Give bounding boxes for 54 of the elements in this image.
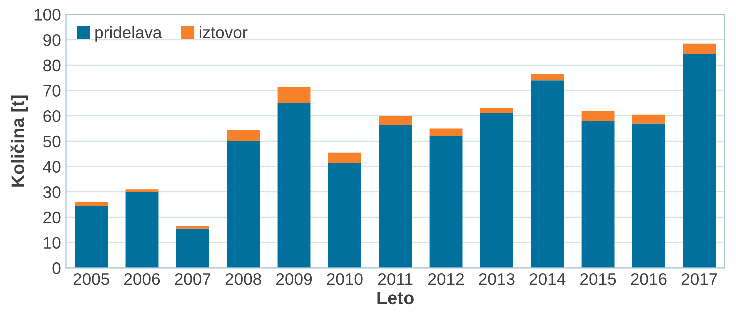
- x-tick-label: 2012: [428, 273, 464, 286]
- y-tick-label: 70: [44, 85, 61, 97]
- bar: [278, 103, 311, 268]
- bar: [328, 152, 362, 163]
- x-tick-label: 2014: [530, 273, 566, 286]
- bar: [632, 124, 666, 268]
- y-tick-label: 90: [44, 34, 61, 46]
- bar: [126, 190, 159, 192]
- x-tick-label: 2008: [226, 273, 262, 286]
- bar: [683, 44, 716, 54]
- bar: [75, 202, 108, 206]
- x-tick-label: 2007: [175, 273, 211, 286]
- y-tick-label: 40: [43, 161, 61, 173]
- x-tick-label: 2016: [631, 273, 667, 286]
- x-tick-label: 2011: [378, 273, 413, 286]
- bar: [379, 124, 412, 268]
- bar: [379, 116, 412, 125]
- bar: [227, 141, 260, 268]
- x-tick-label: 2006: [124, 273, 160, 286]
- bar: [582, 121, 615, 268]
- bar: [632, 114, 666, 124]
- legend-label: iztovor: [200, 26, 248, 39]
- bar: [176, 226, 210, 229]
- bar: [278, 86, 311, 104]
- bar: [430, 128, 463, 136]
- x-tick-label: 2009: [276, 273, 312, 286]
- y-tick-label: 20: [44, 212, 61, 224]
- x-tick-label: 2017: [682, 273, 718, 286]
- x-tick-label: 2013: [479, 273, 515, 286]
- bar: [531, 80, 564, 268]
- bar: [126, 192, 159, 268]
- legend-label: pridelava: [96, 26, 162, 42]
- bar: [582, 111, 615, 122]
- bar: [328, 162, 362, 268]
- y-tick-label: 100: [34, 9, 61, 21]
- y-axis-title: Količina [t]: [10, 96, 28, 187]
- bar: [176, 228, 210, 268]
- y-tick-label: 0: [52, 262, 61, 274]
- y-tick-label: 10: [44, 237, 61, 249]
- x-tick-label: 2005: [74, 273, 110, 286]
- bar: [683, 54, 716, 268]
- y-tick-label: 50: [44, 136, 61, 148]
- bar: [227, 130, 260, 142]
- bar: [75, 206, 108, 268]
- bar: [531, 74, 564, 81]
- y-tick-label: 30: [43, 186, 61, 198]
- y-tick-label: 60: [44, 110, 61, 122]
- x-tick-label: 2010: [327, 273, 363, 286]
- x-axis-title: Leto: [378, 292, 414, 305]
- bar: [480, 108, 514, 114]
- bar: [430, 136, 463, 268]
- x-tick-label: 2015: [580, 273, 616, 286]
- bar: [480, 114, 514, 268]
- y-tick-label: 80: [44, 60, 61, 72]
